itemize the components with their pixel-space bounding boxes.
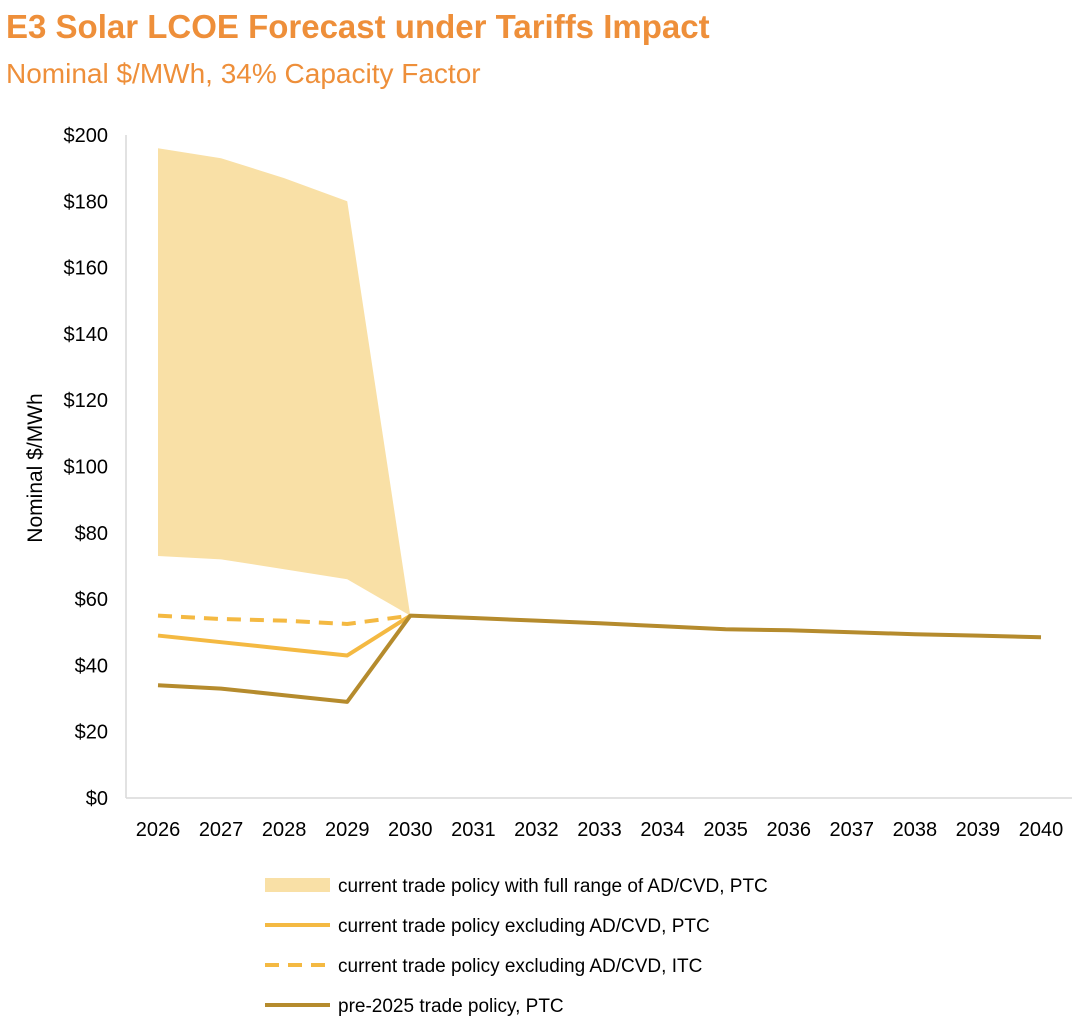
x-tick-label: 2032: [514, 819, 559, 841]
x-tick-labels: 2026 2027 2028 2029 2030 2031 2032 2033 2034 2035…: [136, 819, 1064, 841]
legend-label-series-3: pre-2025 trade policy, PTC: [338, 996, 564, 1017]
y-tick-label: $0: [86, 788, 108, 810]
y-tick-label: $80: [75, 523, 108, 545]
x-tick-label: 2030: [388, 819, 433, 841]
x-tick-label: 2034: [640, 819, 685, 841]
y-axis-title: Nominal $/MWh: [24, 393, 47, 542]
x-tick-label: 2037: [830, 819, 875, 841]
series-layer: [157, 613, 1042, 704]
y-tick-label: $160: [64, 258, 109, 280]
y-tick-label: $180: [64, 191, 109, 213]
y-tick-label: $20: [75, 722, 108, 744]
y-tick-label: $100: [64, 457, 109, 479]
series-line-2: [157, 613, 411, 626]
band-layer: [158, 148, 411, 616]
series-line-1: [157, 613, 412, 658]
x-tick-label: 2036: [766, 819, 811, 841]
x-tick-label: 2027: [199, 819, 244, 841]
y-tick-label: $120: [64, 390, 109, 412]
x-tick-label: 2040: [1019, 819, 1064, 841]
x-tick-label: 2029: [325, 819, 370, 841]
x-tick-label: 2033: [577, 819, 622, 841]
y-tick-label: $60: [75, 589, 108, 611]
legend-label-series-2: current trade policy excluding AD/CVD, I…: [338, 956, 702, 977]
y-tick-label: $200: [64, 125, 109, 147]
y-tick-label: $40: [75, 655, 108, 677]
legend: current trade policy with full range of …: [265, 876, 768, 1017]
band-area-ad-cvd-range: [158, 148, 411, 616]
legend-label-band: current trade policy with full range of …: [338, 876, 768, 897]
x-tick-label: 2031: [451, 819, 496, 841]
legend-swatch-band: [265, 878, 330, 892]
chart-title: E3 Solar LCOE Forecast under Tariffs Imp…: [6, 8, 710, 45]
x-tick-label: 2026: [136, 819, 181, 841]
series-line-3: [157, 613, 1042, 704]
y-axis-title-group: Nominal $/MWh: [24, 393, 47, 542]
x-tick-label: 2035: [703, 819, 748, 841]
x-tick-label: 2039: [956, 819, 1001, 841]
x-tick-label: 2028: [262, 819, 307, 841]
legend-label-series-1: current trade policy excluding AD/CVD, P…: [338, 916, 710, 937]
chart-subtitle: Nominal $/MWh, 34% Capacity Factor: [6, 58, 481, 89]
x-tick-label: 2038: [893, 819, 938, 841]
y-tick-labels: $0 $20 $40 $60 $80 $100 $120 $140 $160 $180 $200: [64, 125, 109, 810]
y-tick-label: $140: [64, 324, 109, 346]
